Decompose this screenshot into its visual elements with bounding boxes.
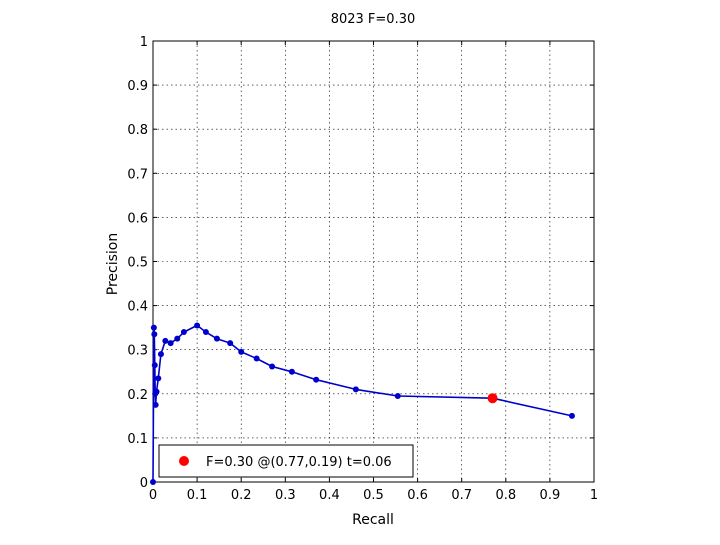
y-axis-label: Precision — [105, 233, 121, 295]
highlight-layer — [487, 393, 498, 404]
y-tick-label: 0.5 — [127, 256, 148, 271]
x-tick-label: 0.8 — [495, 488, 516, 503]
x-axis-label: Recall — [352, 512, 394, 528]
data-point — [174, 335, 181, 342]
legend-label: F=0.30 @(0.77,0.19) t=0.06 — [206, 455, 392, 470]
data-point — [269, 363, 276, 370]
data-point — [152, 401, 159, 408]
x-tick-label: 1 — [590, 488, 598, 503]
x-tick-label: 0.4 — [319, 488, 340, 503]
chart-title: 8023 F=0.30 — [331, 12, 416, 27]
x-tick-label: 0.5 — [363, 488, 384, 503]
data-point — [180, 329, 187, 336]
data-point — [352, 386, 359, 393]
y-tick-label: 0 — [140, 476, 148, 491]
y-tick-label: 0.7 — [127, 167, 148, 182]
data-point — [288, 368, 295, 375]
y-tick-label: 0.6 — [127, 211, 148, 226]
y-tick-labels: 0 0.1 0.2 0.3 0.4 0.5 0.6 0.7 0.8 0.9 1 — [127, 35, 148, 491]
data-point — [150, 479, 156, 485]
data-point — [213, 335, 220, 342]
y-tick-label: 0.9 — [127, 79, 148, 94]
legend: F=0.30 @(0.77,0.19) t=0.06 — [158, 444, 414, 478]
data-point — [162, 337, 169, 344]
x-tick-label: 0.9 — [540, 488, 561, 503]
data-point — [238, 348, 245, 355]
data-point — [153, 388, 160, 395]
grid — [153, 41, 594, 482]
y-tick-label: 0.2 — [127, 388, 148, 403]
y-tick-label: 0.8 — [127, 123, 148, 138]
data-point — [151, 362, 158, 369]
x-tick-labels: 0 0.1 0.2 0.3 0.4 0.5 0.6 0.7 0.8 0.9 1 — [149, 488, 598, 503]
data-point — [151, 331, 158, 338]
series-layer — [150, 322, 575, 485]
data-point — [568, 412, 575, 419]
data-point — [313, 376, 320, 383]
x-tick-label: 0 — [149, 488, 157, 503]
data-point — [202, 329, 209, 336]
x-tick-label: 0.3 — [275, 488, 296, 503]
data-point — [167, 340, 174, 347]
y-tick-label: 0.1 — [127, 432, 148, 447]
x-tick-label: 0.6 — [407, 488, 428, 503]
legend-box — [158, 444, 414, 478]
data-point — [157, 351, 164, 358]
y-tick-label: 0.3 — [127, 344, 148, 359]
x-tick-label: 0.7 — [451, 488, 472, 503]
ticks — [152, 40, 595, 483]
data-point — [194, 322, 201, 329]
data-point — [394, 393, 401, 400]
y-tick-label: 1 — [140, 35, 148, 50]
data-point — [150, 324, 157, 331]
legend-marker — [179, 456, 189, 466]
y-tick-label: 0.4 — [127, 300, 148, 315]
data-point — [253, 355, 260, 362]
data-point — [155, 375, 162, 382]
x-tick-label: 0.2 — [231, 488, 252, 503]
x-tick-label: 0.1 — [187, 488, 208, 503]
data-point — [227, 340, 234, 347]
best-f-point — [487, 393, 498, 404]
